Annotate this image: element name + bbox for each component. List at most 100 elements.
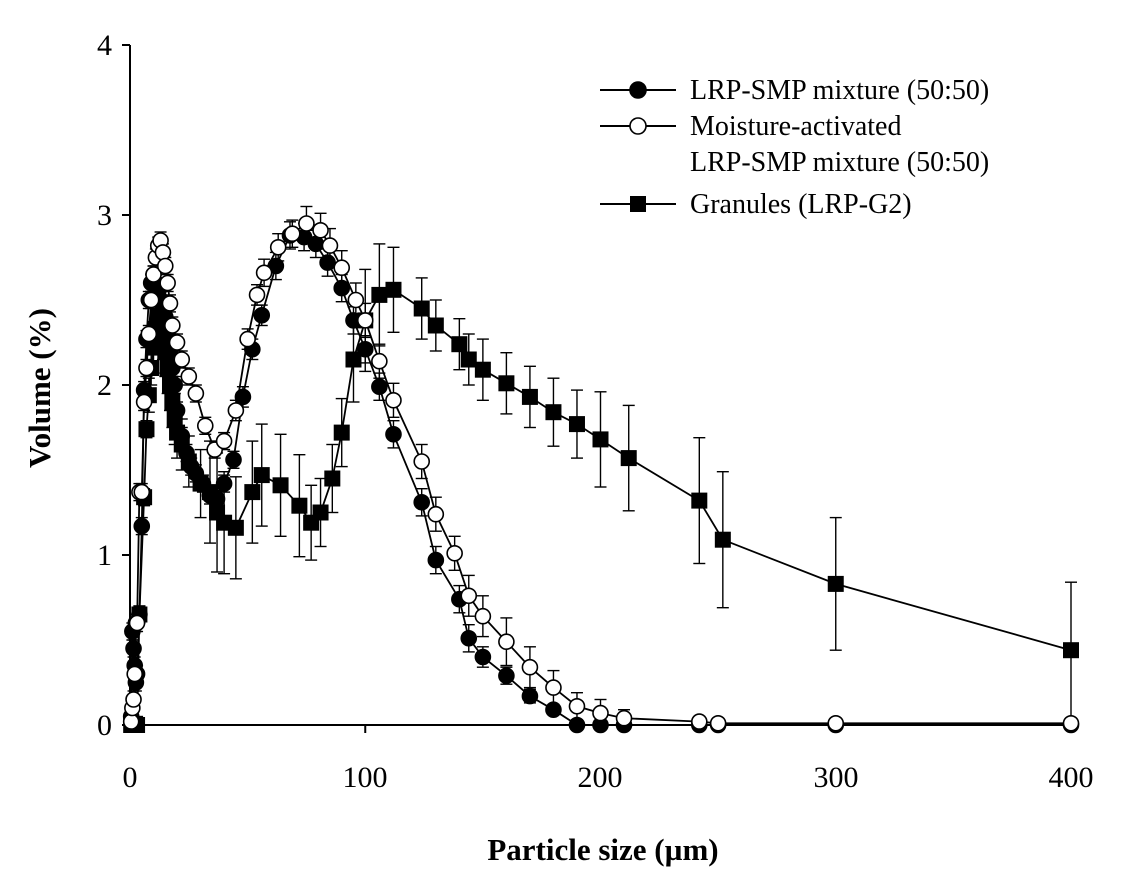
data-point — [122, 713, 140, 730]
data-point — [474, 607, 492, 625]
data-point — [827, 575, 844, 592]
data-point — [545, 679, 562, 696]
y-tick-label-1: 1 — [97, 539, 112, 572]
series-line — [131, 288, 1072, 726]
data-point — [1063, 642, 1079, 659]
data-point — [168, 334, 186, 351]
data-point — [333, 424, 350, 441]
x-tick-label-0: 0 — [123, 761, 138, 794]
series-layer — [122, 205, 1080, 734]
data-point — [427, 551, 445, 569]
y-axis-title: Volume (%) — [22, 308, 57, 468]
data-point — [333, 259, 351, 277]
data-point — [133, 483, 151, 501]
x-tick-label-200: 200 — [578, 761, 623, 794]
data-point — [269, 239, 287, 256]
x-axis-title: Particle size (µm) — [487, 832, 718, 867]
data-point — [227, 519, 244, 536]
data-point — [178, 444, 195, 462]
data-point — [371, 378, 388, 396]
data-point — [215, 475, 233, 492]
data-point — [568, 416, 585, 433]
data-point — [272, 477, 289, 494]
y-tick-label-3: 3 — [97, 199, 112, 232]
legend: LRP-SMP mixture (50:50) Moisture-activat… — [600, 75, 989, 220]
data-point — [356, 340, 374, 358]
data-point — [347, 291, 365, 309]
data-point — [460, 351, 477, 368]
data-point — [460, 587, 478, 605]
data-point — [138, 421, 155, 438]
legend-marker-granules — [630, 196, 646, 212]
legend-label-granules: Granules (LRP-G2) — [690, 189, 912, 220]
data-point — [194, 475, 212, 492]
data-point — [592, 431, 609, 448]
data-point — [159, 274, 176, 292]
data-point — [356, 312, 374, 329]
y-tick-label-0: 0 — [97, 709, 112, 742]
data-point — [140, 325, 158, 343]
data-point — [128, 614, 146, 632]
x-tick-label-100: 100 — [343, 761, 388, 794]
data-point — [714, 531, 731, 548]
data-point — [227, 402, 245, 419]
data-point — [126, 665, 144, 683]
y-tick-label-4: 4 — [97, 29, 112, 62]
data-point — [173, 351, 191, 368]
series-1 — [122, 205, 1080, 732]
data-point — [427, 317, 444, 334]
data-point — [298, 215, 315, 232]
data-point — [460, 629, 478, 647]
data-point — [145, 266, 162, 283]
data-point — [385, 425, 402, 443]
data-point — [413, 493, 431, 511]
data-point — [225, 451, 242, 469]
data-point — [187, 385, 205, 402]
data-point — [154, 244, 172, 261]
data-point — [168, 402, 186, 419]
legend-marker-moisture — [629, 117, 647, 135]
data-point — [208, 490, 226, 508]
data-point — [451, 336, 468, 353]
data-point — [498, 667, 515, 685]
data-point — [413, 300, 430, 317]
data-point — [142, 291, 160, 309]
data-point — [545, 404, 562, 421]
data-point — [446, 544, 463, 562]
data-point — [312, 222, 329, 239]
data-point — [498, 375, 515, 392]
data-point — [474, 648, 492, 666]
data-point — [173, 427, 191, 445]
data-point — [498, 633, 515, 651]
data-point — [244, 484, 261, 501]
data-point — [166, 376, 183, 394]
data-point — [284, 225, 301, 242]
legend-label-lrp-smp: LRP-SMP mixture (50:50) — [690, 75, 989, 106]
data-point — [291, 497, 308, 514]
data-point — [253, 467, 270, 484]
data-point — [248, 286, 266, 304]
data-point — [521, 687, 539, 705]
data-point — [164, 317, 181, 334]
data-point — [615, 709, 633, 727]
data-point — [156, 257, 174, 275]
data-point — [138, 359, 155, 377]
x-tick-label-300: 300 — [814, 761, 859, 794]
data-point — [427, 505, 445, 523]
data-point — [474, 361, 491, 378]
data-point — [1062, 714, 1080, 732]
legend-label-moisture-line2: LRP-SMP mixture (50:50) — [690, 147, 989, 178]
data-point — [345, 351, 362, 368]
data-point — [827, 714, 845, 732]
data-point — [371, 352, 388, 370]
data-point — [385, 391, 402, 409]
data-point — [180, 368, 198, 385]
data-point — [620, 450, 637, 467]
data-point — [312, 504, 329, 521]
legend-label-moisture: Moisture-activated — [690, 111, 901, 142]
data-point — [125, 640, 142, 657]
data-point — [521, 658, 539, 676]
data-point — [385, 281, 402, 298]
data-point — [135, 393, 153, 411]
y-tick-label-2: 2 — [97, 369, 112, 402]
